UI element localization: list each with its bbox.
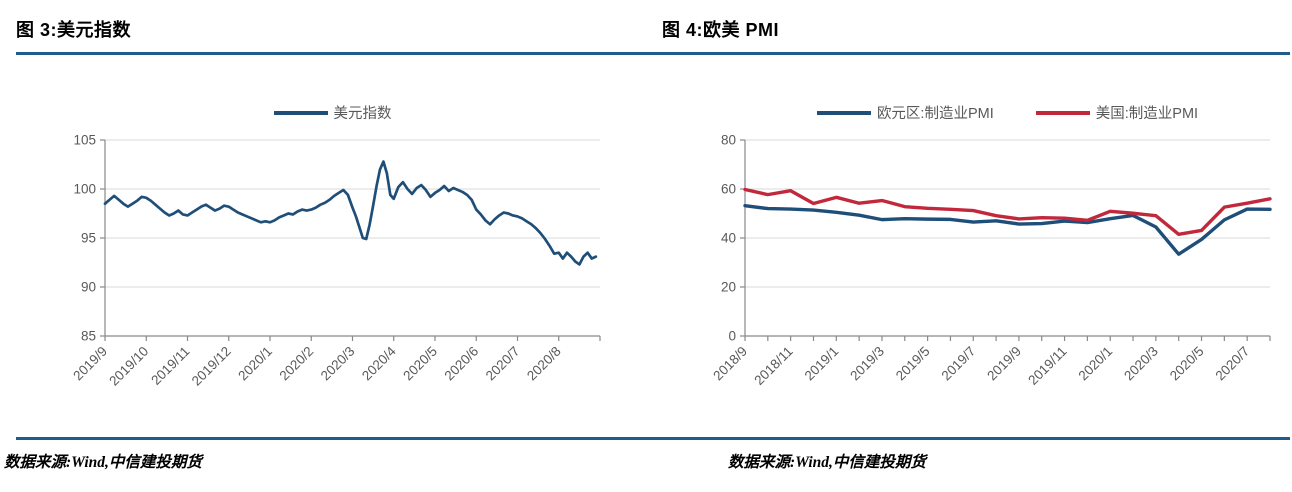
svg-text:80: 80 <box>721 133 736 148</box>
svg-text:2020/4: 2020/4 <box>359 343 399 383</box>
svg-text:2020/1: 2020/1 <box>235 344 275 384</box>
svg-text:2020/5: 2020/5 <box>400 344 440 384</box>
svg-text:85: 85 <box>81 329 96 344</box>
svg-text:2019/12: 2019/12 <box>189 344 234 389</box>
svg-text:2020/7: 2020/7 <box>1212 344 1252 384</box>
figure4-legend: 欧元区:制造业PMI 美国:制造业PMI <box>745 102 1270 123</box>
svg-text:2019/10: 2019/10 <box>106 344 151 389</box>
figure3-source-note: 数据来源:Wind,中信建投期货 <box>4 454 202 471</box>
legend-item-us-pmi: 美国:制造业PMI <box>1035 102 1199 123</box>
legend-label: 欧元区:制造业PMI <box>876 106 994 122</box>
pmi-line-chart: 0 20 40 60 80 2018/9 2018/11 2019/1 2019/3 2019/5… <box>710 133 1272 388</box>
figure4-source-note: 数据来源:Wind,中信建投期货 <box>728 454 926 471</box>
svg-text:100: 100 <box>73 182 96 197</box>
svg-text:2020/1: 2020/1 <box>1076 344 1116 384</box>
legend-line-swatch <box>1035 110 1090 115</box>
legend-item-eurozone-pmi: 欧元区:制造业PMI <box>816 102 994 123</box>
svg-text:60: 60 <box>721 182 736 197</box>
svg-text:40: 40 <box>721 231 736 246</box>
svg-text:2018/11: 2018/11 <box>751 344 795 388</box>
svg-text:2019/9: 2019/9 <box>984 344 1024 384</box>
figure3-title: 图 3:美元指数 <box>16 20 132 40</box>
svg-text:2018/9: 2018/9 <box>710 344 750 384</box>
svg-text:2020/3: 2020/3 <box>1121 344 1161 384</box>
svg-text:2020/3: 2020/3 <box>318 344 358 384</box>
svg-text:2020/2: 2020/2 <box>277 344 317 384</box>
legend-line-swatch <box>273 110 328 115</box>
svg-text:0: 0 <box>728 329 736 344</box>
svg-text:2019/3: 2019/3 <box>847 344 887 384</box>
svg-text:90: 90 <box>81 280 96 295</box>
svg-text:2019/1: 2019/1 <box>802 344 842 384</box>
legend-line-swatch <box>816 110 871 115</box>
svg-text:2019/7: 2019/7 <box>939 344 979 384</box>
svg-text:2019/11: 2019/11 <box>1025 344 1069 388</box>
svg-text:2020/6: 2020/6 <box>442 344 482 384</box>
legend-label: 美元指数 <box>333 106 392 122</box>
svg-text:2020/5: 2020/5 <box>1167 344 1207 384</box>
svg-text:95: 95 <box>81 231 96 246</box>
svg-text:2019/9: 2019/9 <box>70 344 110 384</box>
svg-text:2020/8: 2020/8 <box>524 344 564 384</box>
legend-item-dollar-index: 美元指数 <box>273 102 392 123</box>
svg-text:2020/7: 2020/7 <box>483 344 523 384</box>
figure3-legend: 美元指数 <box>85 102 580 123</box>
svg-text:2019/11: 2019/11 <box>148 344 192 388</box>
svg-text:20: 20 <box>721 280 736 295</box>
top-divider-rule <box>16 52 1290 55</box>
bottom-divider-rule <box>16 437 1290 440</box>
svg-text:105: 105 <box>73 133 96 148</box>
figure4-title: 图 4:欧美 PMI <box>662 20 780 40</box>
svg-text:2019/5: 2019/5 <box>893 344 933 384</box>
legend-label: 美国:制造业PMI <box>1095 106 1199 122</box>
